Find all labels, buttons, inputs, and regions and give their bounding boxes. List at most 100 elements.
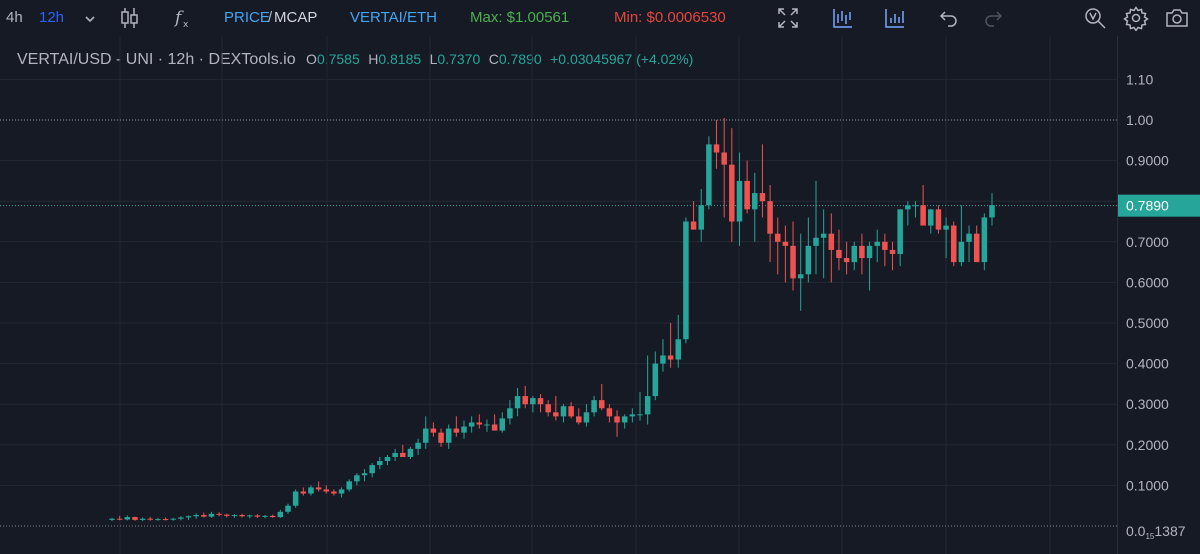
candle[interactable] [507,400,513,425]
candle[interactable] [384,454,391,466]
candle[interactable] [583,404,590,427]
candle[interactable] [912,201,919,218]
candle[interactable] [178,516,184,521]
candle[interactable] [667,323,674,368]
candle[interactable] [109,517,115,522]
candle[interactable] [805,217,812,283]
chart-type-icon[interactable] [830,5,856,31]
chevron-down-icon[interactable] [77,6,103,32]
candle[interactable] [484,419,490,432]
candle[interactable] [553,396,559,421]
mcap-toggle[interactable]: MCAP [274,9,318,26]
candle[interactable] [721,117,727,218]
candle[interactable] [729,128,735,242]
timeframe-4h[interactable]: 4h [6,9,23,26]
candle[interactable] [499,412,506,433]
candle[interactable] [629,408,636,423]
candle[interactable] [560,404,567,423]
candle[interactable] [400,444,406,457]
candle[interactable] [928,209,934,234]
candle[interactable] [162,517,169,521]
candle[interactable] [958,205,965,267]
candle[interactable] [530,396,536,413]
price-toggle[interactable]: PRICE [224,9,270,26]
candle[interactable] [201,512,207,518]
candle[interactable] [124,515,131,521]
candle[interactable] [269,514,276,518]
candle[interactable] [292,489,299,508]
candle[interactable] [377,456,383,470]
candle[interactable] [185,515,192,520]
candle[interactable] [246,514,253,519]
candle[interactable] [981,213,988,271]
candle[interactable] [606,404,613,423]
fullscreen-icon[interactable] [775,5,801,31]
candle[interactable] [300,487,307,496]
candle[interactable] [170,517,176,521]
candle[interactable] [262,515,268,519]
volume-bars-icon[interactable] [882,5,908,31]
candle[interactable] [537,394,544,413]
candle[interactable] [139,517,146,522]
camera-snapshot-icon[interactable] [1164,5,1190,31]
candle[interactable] [790,221,796,291]
candle[interactable] [231,514,238,518]
candle[interactable] [277,509,284,518]
candle[interactable] [155,517,161,521]
candle[interactable] [736,152,743,246]
candle[interactable] [438,428,444,447]
candle[interactable] [614,410,620,437]
candle[interactable] [522,385,528,409]
candle[interactable] [675,314,682,368]
candle[interactable] [254,514,261,518]
candle[interactable] [966,225,972,263]
candlestick-plot[interactable] [0,36,1117,554]
candle[interactable] [598,383,605,411]
candle[interactable] [461,420,467,439]
candle[interactable] [652,351,659,401]
candle[interactable] [713,120,720,169]
candle[interactable] [132,516,138,521]
candle[interactable] [690,201,697,230]
candle[interactable] [216,512,222,517]
candle[interactable] [147,517,154,521]
pair-toggle[interactable]: VERTAI/ETH [350,9,437,26]
candle[interactable] [193,513,199,519]
candle-type-icon[interactable] [116,5,142,31]
undo-icon[interactable] [936,5,962,31]
candle[interactable] [545,400,551,417]
candle[interactable] [591,396,597,417]
candle[interactable] [308,485,314,496]
candle[interactable] [782,225,789,283]
candle[interactable] [354,473,360,486]
redo-icon[interactable] [980,5,1006,31]
candle[interactable] [828,213,835,283]
candle[interactable] [453,416,460,437]
candle[interactable] [331,489,337,496]
price-axis[interactable]: 1.101.000.90000.80000.70000.60000.50000.… [1117,36,1200,554]
candle[interactable] [797,233,804,311]
candle[interactable] [660,339,666,372]
candle[interactable] [866,241,873,291]
candle[interactable] [576,408,582,425]
candle[interactable] [407,446,414,460]
candle[interactable] [568,402,574,419]
candle[interactable] [415,438,421,455]
candle[interactable] [973,225,980,263]
candle[interactable] [346,479,352,492]
candle[interactable] [874,229,880,263]
candle[interactable] [285,503,291,514]
timeframe-12h[interactable]: 12h [39,9,65,26]
candle[interactable] [637,392,643,421]
candle[interactable] [950,221,957,267]
candle[interactable] [836,229,842,271]
candle[interactable] [369,463,375,478]
candle[interactable] [759,144,766,218]
candle[interactable] [361,469,368,482]
candle[interactable] [851,241,858,271]
candle[interactable] [208,511,215,518]
candle[interactable] [644,355,651,425]
candle[interactable] [224,513,230,518]
candle[interactable] [315,481,322,492]
